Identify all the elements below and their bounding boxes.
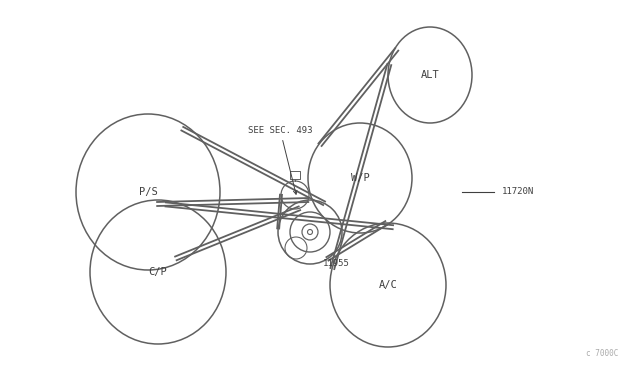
Text: A/C: A/C: [379, 280, 397, 290]
Text: P/S: P/S: [139, 187, 157, 197]
Text: W/P: W/P: [351, 173, 369, 183]
Text: c 7000C: c 7000C: [586, 349, 618, 358]
Text: ALT: ALT: [420, 70, 440, 80]
Text: 11955: 11955: [323, 259, 350, 267]
Text: 11720N: 11720N: [502, 187, 534, 196]
Text: C/P: C/P: [148, 267, 168, 277]
Text: SEE SEC. 493: SEE SEC. 493: [248, 126, 312, 194]
